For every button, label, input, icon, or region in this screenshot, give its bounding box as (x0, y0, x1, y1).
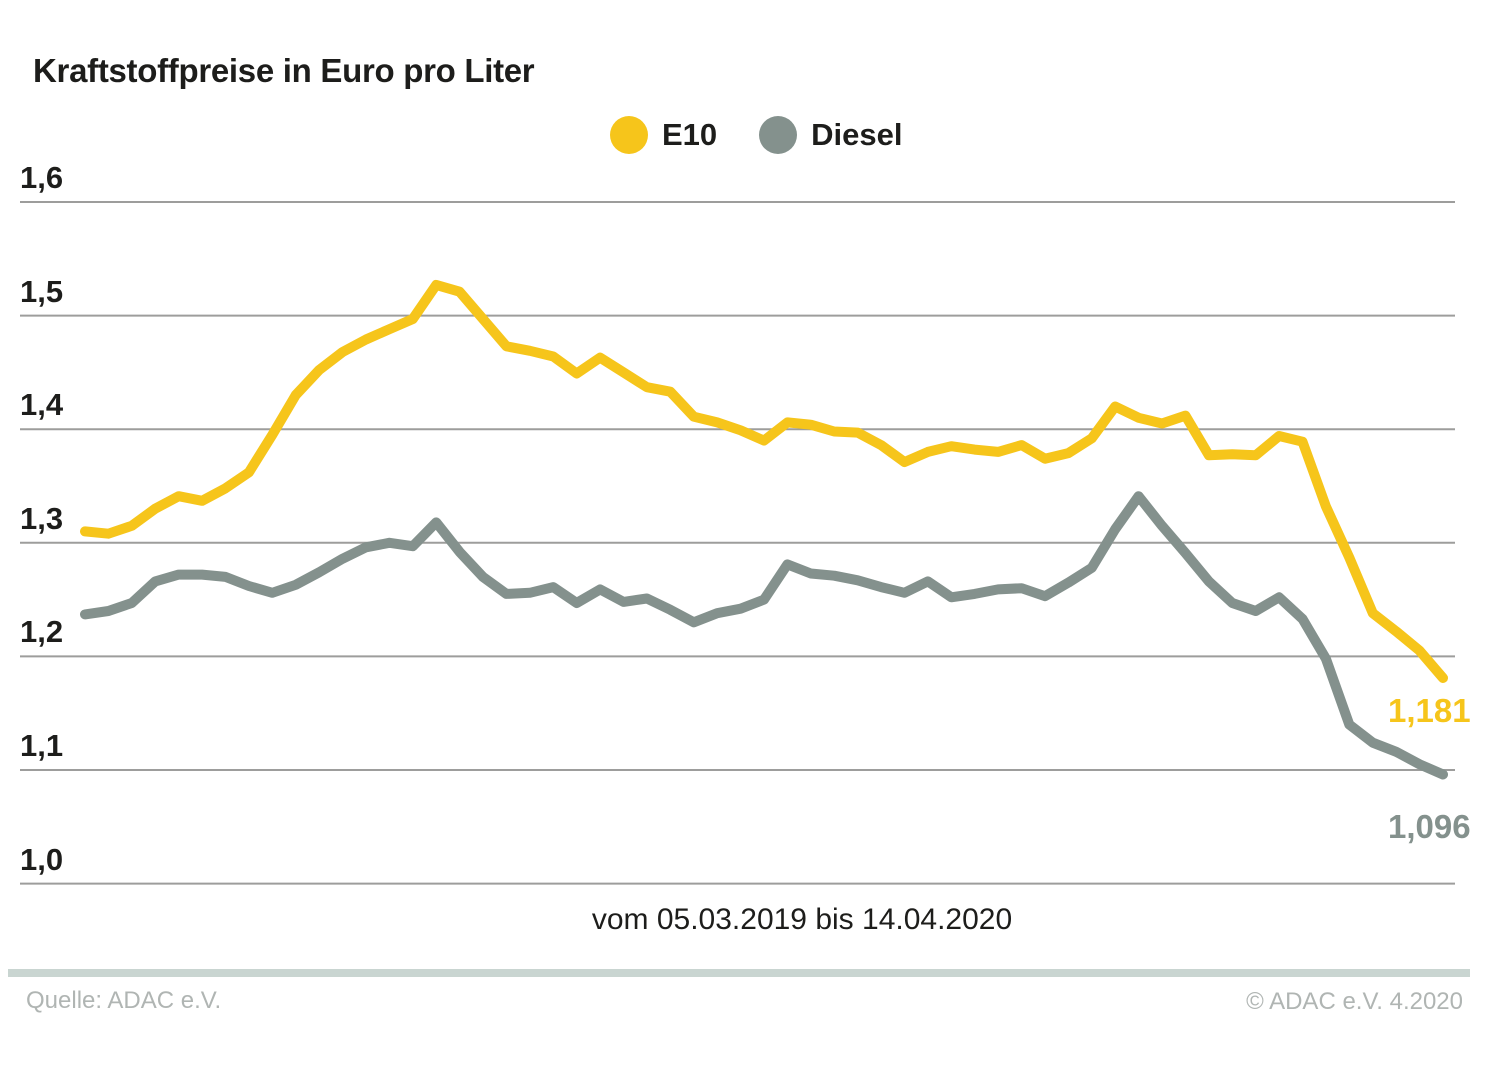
legend-label-diesel: Diesel (811, 117, 903, 152)
x-axis-period-caption: vom 05.03.2019 bis 14.04.2020 (591, 903, 1013, 936)
copyright-notice: © ADAC e.V. 4.2020 (1246, 988, 1463, 1015)
y-axis-tick-label: 1,0 (20, 841, 64, 877)
footer-separator-bar (8, 969, 1470, 977)
e10-price-line (80, 279, 1448, 683)
y-axis-tick-label: 1,4 (20, 387, 64, 423)
y-axis-tick-label: 1,1 (20, 728, 64, 763)
legend-item-diesel: Diesel (759, 116, 903, 154)
e10-end-value-label: 1,181 (1388, 692, 1471, 729)
e10-color-dot-icon (610, 116, 648, 154)
y-axis-tick-label: 1,3 (20, 500, 64, 536)
legend-label-e10: E10 (662, 117, 718, 152)
diesel-color-dot-icon (759, 116, 798, 154)
diesel-end-value-label: 1,096 (1388, 808, 1471, 845)
diesel-price-line (80, 491, 1448, 780)
chart-legend: E10 Diesel (610, 116, 903, 154)
page-title: Kraftstoffpreise in Euro pro Liter (33, 52, 535, 89)
source-credit: Quelle: ADAC e.V. (26, 987, 222, 1014)
y-axis-tick-label: 1,5 (20, 273, 64, 309)
y-axis-tick-label: 1,6 (20, 160, 64, 195)
legend-item-e10: E10 (610, 116, 717, 154)
y-axis-tick-label: 1,2 (20, 614, 64, 650)
